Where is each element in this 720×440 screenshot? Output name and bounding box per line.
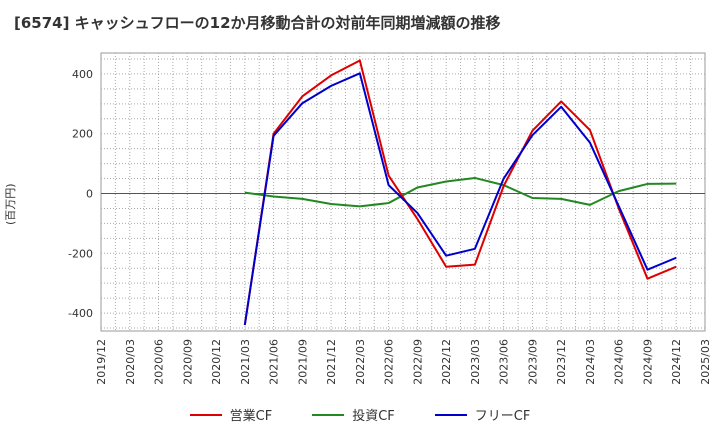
x-tick-label: 2024/03 [584,339,597,385]
x-tick-label: 2021/09 [296,339,309,385]
x-tick-label: 2023/06 [498,339,511,385]
legend-label-free-cf: フリーCF [474,409,531,424]
y-tick-label: -200 [68,247,93,260]
legend: 営業CF 投資CF フリーCF [0,405,720,424]
x-tick-label: 2023/09 [526,339,539,385]
legend-label-investing-cf: 投資CF [352,409,395,424]
series-line-investing-cf [244,176,677,208]
legend-label-operating-cf: 営業CF [229,409,273,424]
x-tick-label: 2022/06 [383,339,396,385]
x-tick-label: 2021/12 [325,339,338,385]
x-tick-label: 2020/09 [181,339,194,385]
x-tick-label: 2022/09 [411,339,424,385]
y-tick-label: 400 [72,68,93,81]
x-tick-label: 2024/12 [670,339,683,385]
legend-swatch-free-cf [434,413,467,416]
x-tick-label: 2022/03 [354,339,367,385]
series-layer [243,59,677,326]
chart-title: [6574] キャッシュフローの12か月移動合計の対前年同期増減額の推移 [14,14,501,32]
x-tick-label: 2021/06 [268,339,281,385]
y-tick-label: -400 [68,307,93,320]
series-line-operating-cf [243,59,677,326]
legend-swatch-operating-cf [189,413,222,416]
x-tick-label: 2020/06 [153,339,166,385]
grid-layer [101,53,705,331]
x-tick-label: 2024/06 [613,339,626,385]
x-tick-label: 2019/12 [95,339,108,385]
legend-item-investing-cf: 投資CF [312,405,395,424]
x-tick-label: 2023/03 [469,339,482,385]
x-tick-labels: 2019/12 2020/03 2020/06 2020/09 2020/12 2021/… [95,339,712,385]
legend-swatch-investing-cf [312,413,345,416]
legend-item-free-cf: フリーCF [434,405,531,424]
x-tick-label: 2021/03 [239,339,252,385]
x-tick-label: 2025/03 [699,339,712,385]
y-tick-label: 0 [86,187,93,200]
x-tick-label: 2024/09 [641,339,654,385]
y-tick-labels: -400 -200 0 200 400 [68,68,93,320]
y-tick-label: 200 [72,128,93,141]
x-tick-label: 2022/12 [440,339,453,385]
x-tick-label: 2020/12 [210,339,223,385]
series-line-free-cf [243,72,677,326]
x-tick-label: 2020/03 [124,339,137,385]
legend-item-operating-cf: 営業CF [189,405,273,424]
x-tick-label: 2023/12 [555,339,568,385]
